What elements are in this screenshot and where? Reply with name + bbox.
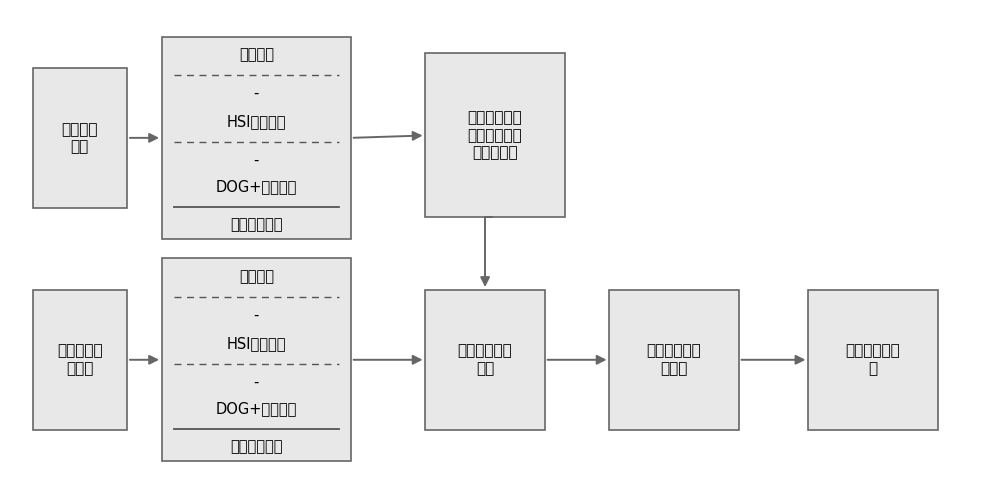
Text: DOG+阈值分割: DOG+阈值分割: [216, 401, 297, 416]
Text: 背景分割: 背景分割: [239, 47, 274, 62]
FancyBboxPatch shape: [162, 37, 351, 239]
FancyBboxPatch shape: [33, 68, 127, 208]
Text: 综合水果的瑕
疵类别: 综合水果的瑕 疵类别: [647, 344, 701, 376]
Text: -: -: [254, 153, 259, 168]
Text: 输入水果
图像: 输入水果 图像: [62, 122, 98, 154]
FancyBboxPatch shape: [808, 290, 938, 430]
Text: -: -: [254, 375, 259, 389]
Text: HSI颜色变换: HSI颜色变换: [227, 336, 286, 351]
FancyBboxPatch shape: [33, 290, 127, 430]
Text: 背景分割: 背景分割: [239, 269, 274, 284]
FancyBboxPatch shape: [425, 290, 545, 430]
Text: 样本目标提取: 样本目标提取: [230, 439, 283, 454]
FancyBboxPatch shape: [425, 53, 565, 218]
Text: 样本目标提取: 样本目标提取: [230, 218, 283, 232]
Text: DOG+阈值分割: DOG+阈值分割: [216, 179, 297, 194]
Text: 设计的深度学
习分类网络进
行瑕疵分类: 设计的深度学 习分类网络进 行瑕疵分类: [468, 111, 522, 161]
Text: HSI颜色变换: HSI颜色变换: [227, 114, 286, 129]
Text: 水果的等级判
定: 水果的等级判 定: [846, 344, 900, 376]
FancyBboxPatch shape: [609, 290, 739, 430]
Text: 待检测的水
果图像: 待检测的水 果图像: [57, 344, 103, 376]
Text: -: -: [254, 308, 259, 323]
Text: 送入训练好的
网络: 送入训练好的 网络: [458, 344, 512, 376]
FancyBboxPatch shape: [162, 259, 351, 461]
Text: -: -: [254, 86, 259, 101]
